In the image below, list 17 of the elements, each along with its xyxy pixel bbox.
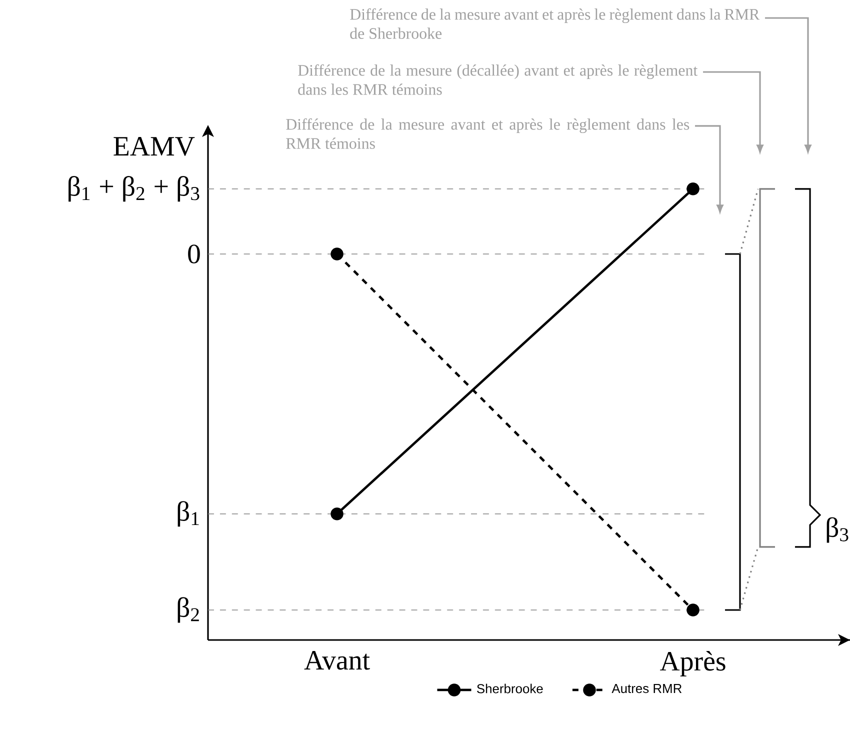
text: β$_{3}$ bbox=[826, 517, 848, 543]
ref-line-label: β$_{2}$ bbox=[178, 597, 199, 623]
ref-line-label: β$_{1}$ bbox=[178, 501, 199, 527]
x-tick-label: Avant bbox=[304, 651, 370, 670]
text: Différence de la mesure avant et après le règlement dans les RMR témoins bbox=[286, 118, 690, 149]
x-tick-label: Après bbox=[660, 651, 726, 676]
point bbox=[686, 182, 700, 196]
text: Différence de la mesure (décallée) avant et après le règlement dans les RMR témoins bbox=[298, 64, 698, 95]
legend-label: Autres RMR bbox=[612, 684, 682, 694]
text: Différence de la mesure avant et après le règlement dans la RMR de Sherbrooke bbox=[350, 8, 760, 39]
ref-line-label: 0 bbox=[188, 244, 200, 264]
point bbox=[686, 604, 700, 616]
y-axis-title: EAMV bbox=[114, 137, 195, 156]
legend-label: Sherbrooke bbox=[477, 684, 543, 694]
ref-line-label: β$_{1}$ + β$_{2}$ + β$_{3}$ bbox=[68, 176, 200, 202]
point bbox=[330, 507, 344, 520]
point bbox=[330, 248, 344, 260]
